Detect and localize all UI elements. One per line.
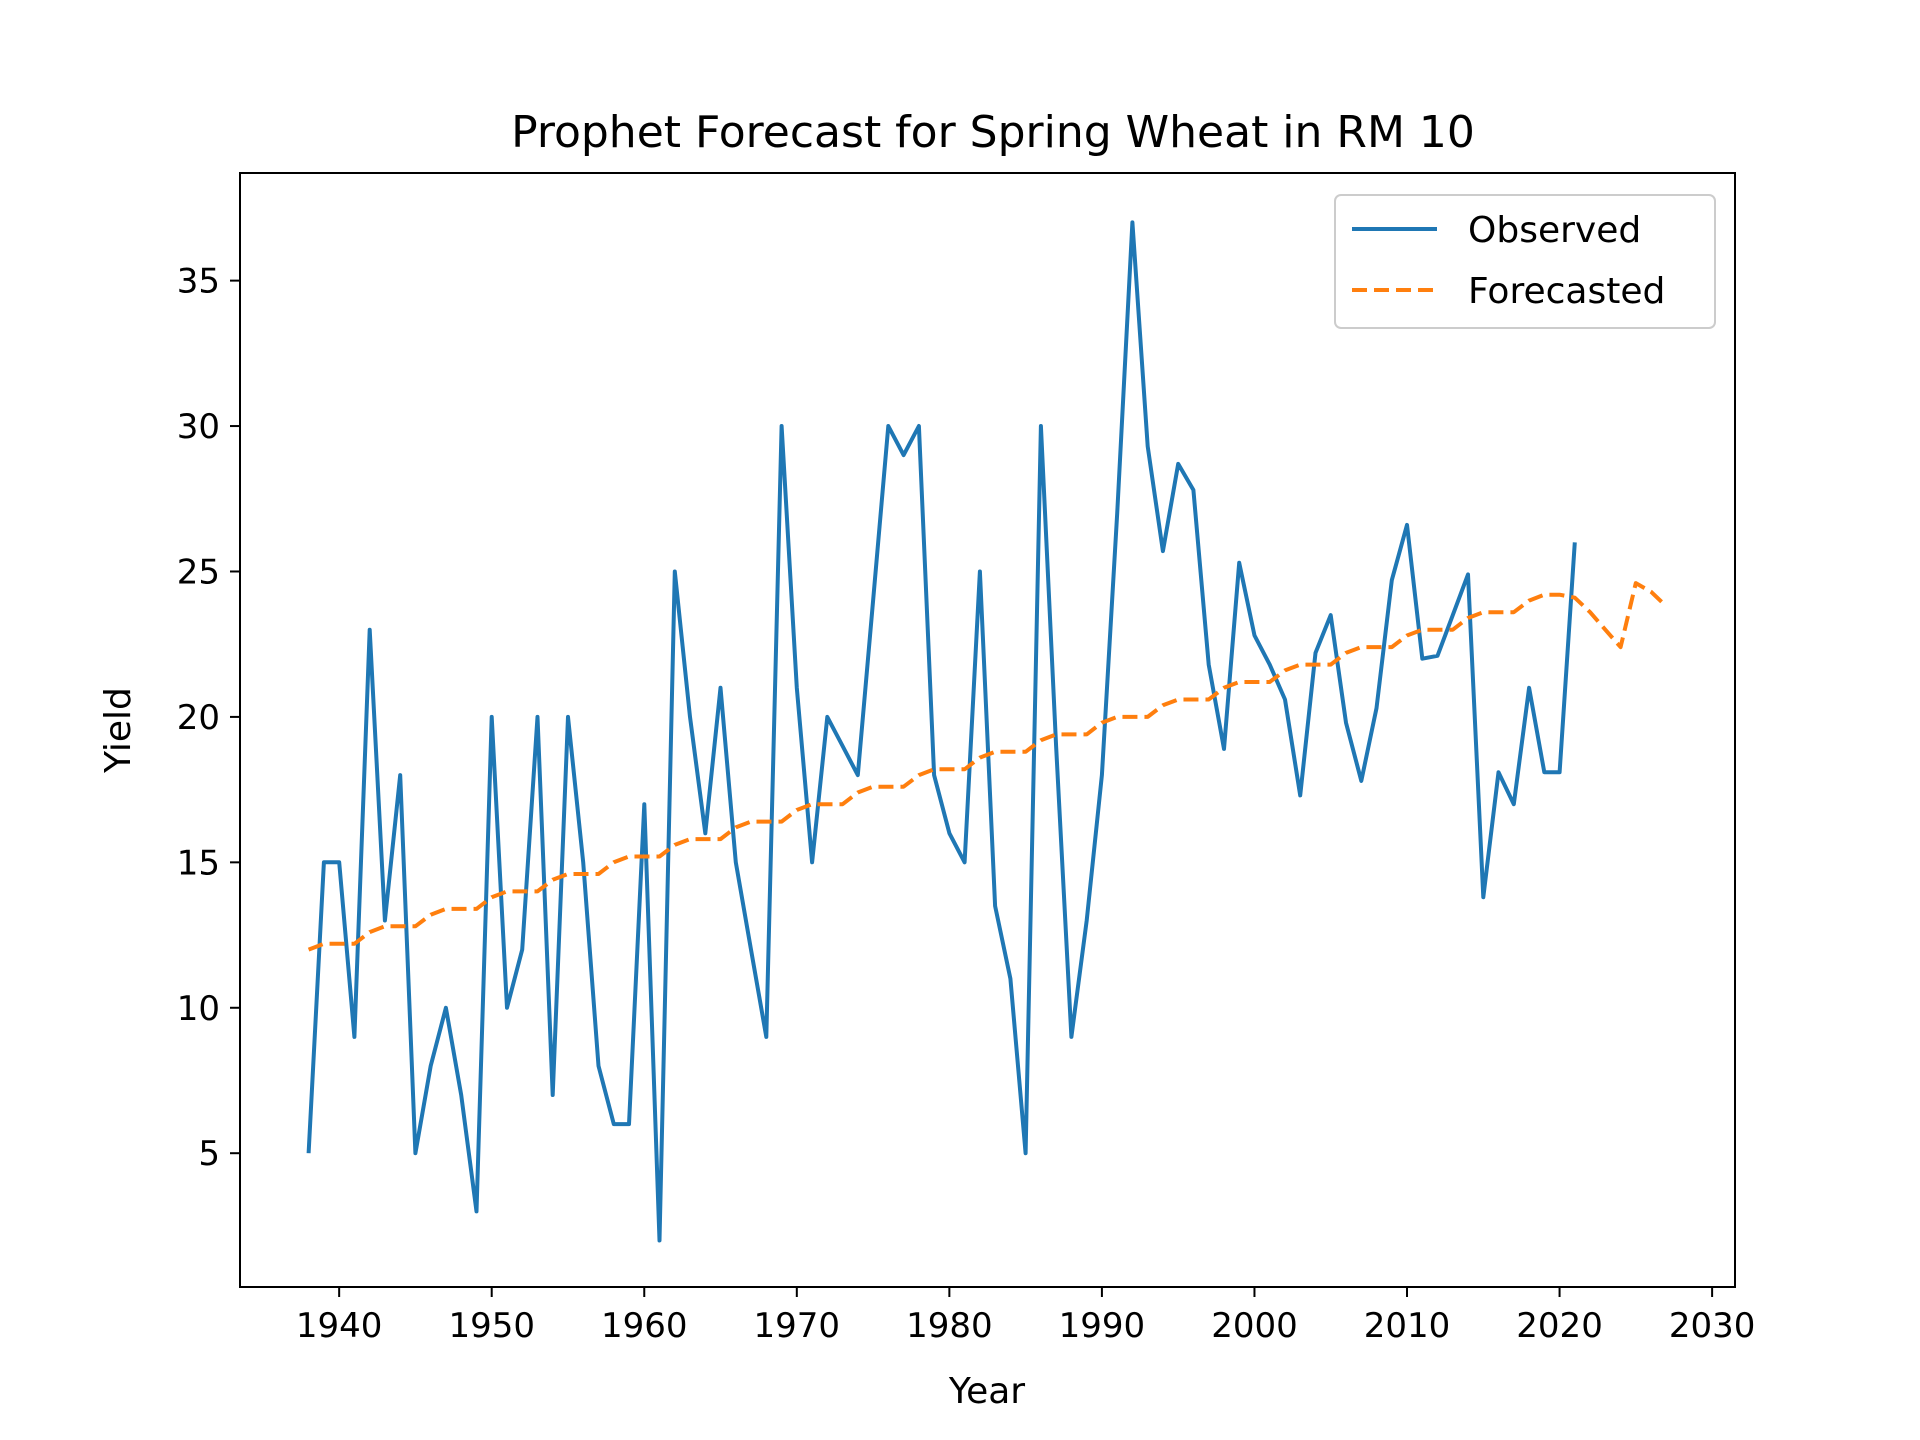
x-tick-label: 1960 [601,1306,688,1346]
y-tick-label: 25 [177,552,220,592]
chart-title: Prophet Forecast for Spring Wheat in RM … [511,107,1475,158]
x-axis-title: Year [948,1371,1025,1412]
legend-observed-label: Observed [1468,210,1641,251]
x-tick-label: 2020 [1516,1306,1603,1346]
y-tick-label: 5 [198,1134,220,1174]
x-tick-label: 1970 [754,1306,841,1346]
x-tick-label: 1980 [906,1306,993,1346]
axis-ticks: 1940 1950 1960 1970 1980 1990 2000 2010 2020 2030… [177,262,1756,1346]
y-tick-label: 20 [177,698,220,738]
y-tick-label: 10 [177,989,220,1029]
y-tick-label: 30 [177,407,220,447]
axes-frame [239,172,1736,1288]
y-axis-title: Yield [98,687,139,774]
x-tick-label: 1940 [296,1306,383,1346]
plot-area [306,220,1668,1243]
x-tick-label: 1950 [448,1306,535,1346]
x-tick-label: 1990 [1059,1306,1146,1346]
series-line-observed [306,220,1577,1243]
x-tick-label: 2010 [1364,1306,1451,1346]
legend: Observed Forecasted [1334,194,1716,329]
series-line-forecasted [307,581,1668,952]
y-tick-label: 15 [177,843,220,883]
y-tick-label: 35 [177,262,220,302]
legend-forecasted-label: Forecasted [1468,271,1665,312]
x-tick-label: 2030 [1669,1306,1756,1346]
x-tick-label: 2000 [1211,1306,1298,1346]
